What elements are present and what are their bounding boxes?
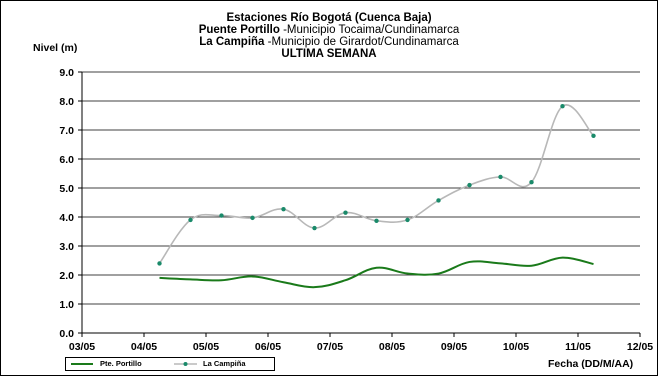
legend-label-portillo: Pte. Portillo	[100, 359, 142, 368]
series-markers	[157, 104, 596, 266]
y-tick-label: 0.0	[59, 328, 74, 340]
legend-label-campina: La Campiña	[203, 359, 246, 368]
data-point-campina	[188, 217, 193, 223]
chart-subtitle-portillo: Puente Portillo -Municipio Tocaima/Cundi…	[0, 24, 658, 36]
data-point-campina	[405, 217, 410, 223]
legend-marker-campina	[183, 362, 188, 366]
data-point-campina	[436, 198, 441, 203]
y-tick-label: 9.0	[59, 67, 74, 79]
x-tick-label: 03/05	[69, 341, 95, 353]
data-point-campina	[343, 210, 348, 215]
legend-swatches	[71, 362, 197, 366]
x-tick-label: 12/05	[627, 341, 653, 353]
y-tick-label: 5.0	[59, 183, 74, 195]
data-point-campina	[281, 206, 286, 212]
subtitle-portillo-name: Puente Portillo	[198, 24, 280, 36]
data-point-campina	[467, 182, 472, 188]
x-tick-label: 08/05	[379, 341, 405, 353]
series-line-campina	[158, 104, 595, 264]
data-point-campina	[591, 133, 596, 138]
x-tick-label: 09/05	[441, 341, 467, 353]
y-tick-label: 6.0	[59, 154, 74, 166]
series-lines	[158, 104, 595, 289]
subtitle-portillo-location: -Municipio Tocaima/Cundinamarca	[279, 24, 460, 36]
y-tick-label: 7.0	[59, 125, 74, 137]
x-tick-label: 07/05	[317, 341, 343, 353]
x-tick-label: 05/05	[193, 341, 219, 353]
y-tick-label: 8.0	[59, 96, 74, 108]
data-point-campina	[560, 104, 565, 109]
x-tick-label: 06/05	[255, 341, 281, 353]
data-point-campina	[498, 174, 503, 180]
data-point-campina	[157, 261, 162, 266]
y-tick-label: 2.0	[59, 270, 74, 282]
x-tick-label: 04/05	[131, 341, 157, 353]
x-axis-label: Fecha (DD/M/AA)	[548, 358, 633, 370]
tick-labels: 0.0 1.0 2.0 3.0 4.0 5.0 6.0 7.0 8.0 9.0 03/05 04/05…	[59, 67, 653, 353]
y-tick-label: 1.0	[59, 299, 74, 311]
chart-title: Estaciones Río Bogotá (Cuenca Baja)	[226, 12, 432, 24]
data-point-campina	[374, 218, 379, 223]
data-point-campina	[312, 225, 317, 231]
x-tick-label: 10/05	[503, 341, 529, 353]
data-point-campina	[219, 213, 224, 218]
series-line-portillo	[159, 256, 594, 289]
legend: Pte. Portillo La Campiña	[65, 357, 275, 371]
chart-period: ULTIMA SEMANA	[281, 48, 377, 60]
subtitle-campina-location: -Municipio de Girardot/Cundinamarca	[264, 36, 459, 48]
subtitle-campina-name: La Campiña	[199, 36, 265, 48]
axes	[78, 71, 641, 337]
y-tick-label: 4.0	[59, 212, 74, 224]
y-axis-label: Nivel (m)	[33, 42, 77, 54]
chart-subtitle-campina: La Campiña -Municipio de Girardot/Cundin…	[0, 36, 658, 48]
y-tick-label: 3.0	[59, 241, 74, 253]
x-tick-label: 11/05	[565, 341, 591, 353]
data-point-campina	[250, 215, 255, 221]
data-point-campina	[529, 180, 534, 185]
gridlines	[82, 71, 640, 305]
